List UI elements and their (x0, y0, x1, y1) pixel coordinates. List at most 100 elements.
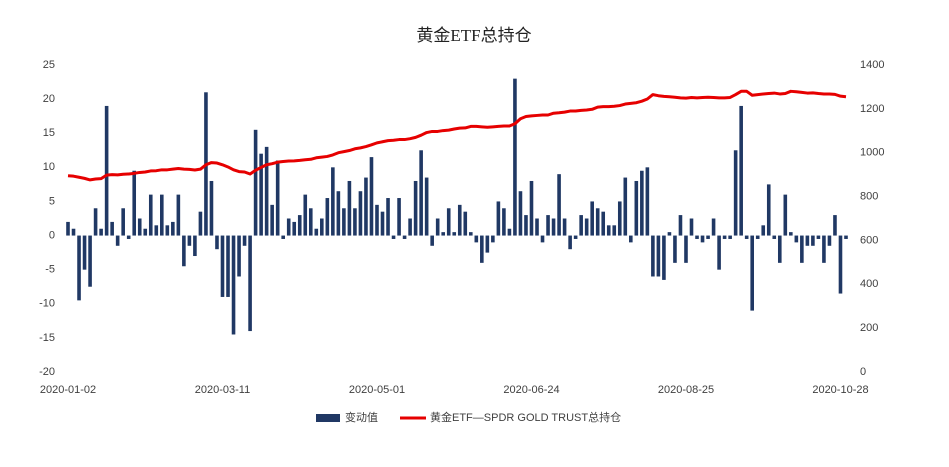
bar (689, 218, 694, 236)
bar (226, 235, 230, 297)
y-tick-label: 10 (43, 161, 55, 173)
bar (413, 180, 418, 236)
bar (833, 215, 837, 236)
bar (115, 235, 120, 246)
bar (270, 204, 274, 236)
bar (739, 105, 743, 236)
y2-tick-label: 600 (860, 234, 878, 246)
bar (264, 146, 269, 236)
y-tick-label: -20 (39, 366, 55, 378)
bar (623, 177, 628, 236)
y-tick-label: 15 (43, 127, 55, 139)
bar (402, 235, 407, 239)
bar (568, 235, 572, 250)
bar (651, 235, 655, 277)
bar (827, 235, 832, 246)
bar (838, 235, 843, 294)
y-tick-label: 20 (43, 93, 55, 105)
bar (297, 215, 302, 236)
bar (640, 170, 644, 236)
bar (695, 235, 699, 239)
bar (662, 235, 666, 280)
bar (397, 198, 401, 236)
bar (822, 235, 826, 263)
bar (275, 160, 280, 236)
bar (667, 232, 672, 236)
bar (800, 235, 804, 263)
bar (529, 180, 534, 236)
bar (71, 228, 76, 236)
bar (424, 177, 429, 236)
bar (148, 194, 153, 236)
bar (320, 218, 324, 236)
bar (259, 153, 263, 236)
bar (308, 208, 313, 236)
x-tick-label: 2020-05-01 (349, 384, 405, 396)
y2-tick-label: 400 (860, 278, 878, 290)
bar (678, 215, 683, 236)
bar (253, 129, 258, 236)
bar (722, 235, 727, 239)
bar (634, 180, 639, 236)
bar (772, 235, 777, 239)
bar (480, 235, 484, 263)
y2-tick-label: 200 (860, 322, 878, 334)
bar (209, 180, 214, 236)
bar (612, 225, 617, 236)
bar (336, 191, 341, 236)
bar (419, 150, 423, 236)
bar (457, 204, 462, 236)
bar (160, 194, 164, 236)
bar (77, 235, 81, 301)
bar (816, 235, 821, 239)
bar (99, 228, 103, 236)
bar (375, 204, 379, 236)
bar (546, 215, 550, 236)
bar (104, 105, 109, 236)
bar (441, 232, 446, 236)
bar (110, 221, 114, 236)
bar (673, 235, 677, 263)
bar (248, 235, 252, 332)
bar (143, 228, 148, 236)
bar (777, 235, 782, 263)
bar (358, 191, 363, 236)
bar (237, 235, 241, 277)
bar (93, 208, 98, 236)
bar (165, 225, 170, 236)
bar (198, 211, 203, 236)
bar (66, 221, 70, 236)
bar (684, 235, 688, 263)
bar (733, 150, 738, 236)
bar (182, 235, 186, 267)
bar (342, 208, 346, 236)
bar (176, 194, 181, 236)
bar (761, 225, 766, 236)
bar (286, 218, 291, 236)
bar (242, 235, 247, 246)
bar (193, 235, 197, 257)
legend-label: 变动值 (345, 410, 378, 424)
x-tick-label: 2020-03-11 (195, 384, 250, 396)
bar (435, 218, 440, 236)
bar (231, 235, 236, 335)
bar (463, 211, 468, 236)
bar (706, 235, 710, 239)
bar (132, 170, 137, 236)
bar (601, 211, 606, 236)
x-tick-label: 2020-08-25 (658, 384, 714, 396)
bar (353, 208, 357, 236)
bar (584, 218, 589, 236)
y-tick-label: -10 (39, 298, 55, 310)
bar (347, 180, 352, 236)
y2-tick-label: 1000 (860, 147, 884, 159)
bar (468, 232, 473, 236)
bar (766, 184, 771, 236)
y2-tick-label: 800 (860, 190, 878, 202)
bar (137, 218, 142, 236)
bar (656, 235, 661, 277)
bar (551, 218, 556, 236)
bar (496, 201, 501, 236)
